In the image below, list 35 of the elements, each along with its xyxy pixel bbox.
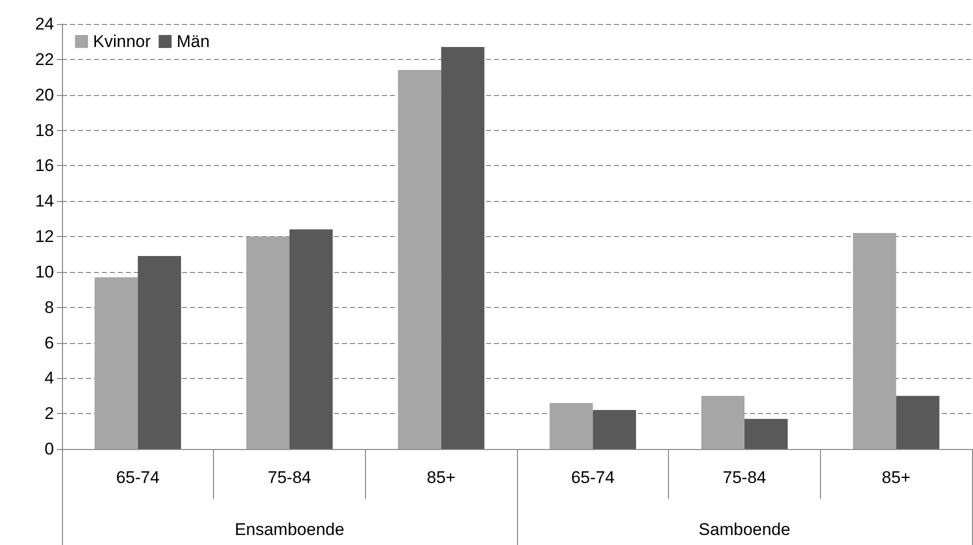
y-tick-label: 6 — [44, 333, 54, 352]
y-tick-label: 2 — [44, 404, 54, 424]
y-tick-label: 0 — [44, 440, 54, 458]
y-tick-label: 20 — [35, 85, 54, 104]
bar — [701, 396, 744, 449]
legend-label: Män — [176, 32, 210, 51]
bar — [138, 256, 182, 449]
y-tick-label: 14 — [35, 192, 54, 211]
bar — [290, 229, 333, 449]
text: Ensamboende — [234, 520, 344, 539]
bar — [398, 70, 442, 449]
bar — [550, 402, 593, 449]
x-tick-label: 85+ — [426, 468, 456, 487]
bar — [592, 410, 636, 449]
x-tick-label: 65-74 — [116, 468, 160, 487]
x-tick-label: 75-84 — [268, 468, 312, 487]
bar — [896, 396, 940, 449]
text: Samboende — [698, 520, 790, 539]
x-tick-label: 75-84 — [722, 468, 766, 487]
bar — [441, 47, 484, 449]
bar — [744, 418, 788, 449]
y-tick-label: 10 — [35, 262, 54, 282]
bar — [852, 232, 896, 449]
bar — [246, 236, 290, 449]
y-tick-label: 22 — [35, 50, 54, 69]
y-tick-label: 8 — [44, 298, 54, 317]
y-tick-label: 18 — [35, 120, 54, 140]
y-tick-label: 16 — [35, 156, 54, 176]
y-tick-label: 4 — [44, 368, 54, 388]
bar — [94, 277, 138, 449]
y-tick-label: 12 — [35, 227, 54, 246]
x-tick-label: 65-74 — [571, 468, 615, 487]
legend-label: Kvinnor — [93, 32, 151, 51]
x-tick-label: 85+ — [882, 468, 911, 487]
y-tick-label: 24 — [35, 14, 54, 34]
